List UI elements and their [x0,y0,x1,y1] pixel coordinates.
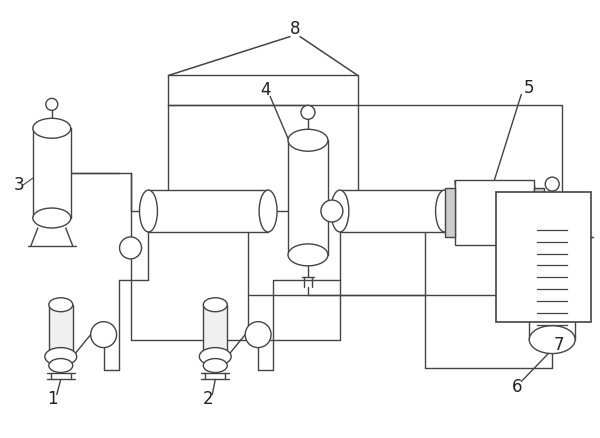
Ellipse shape [199,348,231,366]
Ellipse shape [288,129,328,151]
Ellipse shape [529,201,575,229]
Ellipse shape [259,190,277,232]
Bar [534,188,544,237]
Bar [455,180,534,245]
Ellipse shape [331,190,349,232]
Ellipse shape [49,350,73,364]
Bar [496,192,591,321]
Circle shape [46,99,58,110]
Circle shape [245,321,271,348]
Ellipse shape [288,244,328,266]
Ellipse shape [140,190,157,232]
Ellipse shape [33,118,71,138]
Bar [288,140,328,255]
Ellipse shape [529,326,575,353]
Bar [340,190,445,232]
Bar [33,128,71,218]
Text: 7: 7 [554,336,565,353]
Circle shape [119,237,142,259]
Text: 1: 1 [47,390,58,408]
Bar [445,188,455,237]
Ellipse shape [49,298,73,312]
Ellipse shape [203,350,227,364]
Ellipse shape [203,359,227,372]
Text: 8: 8 [290,20,300,38]
Circle shape [545,177,559,191]
Ellipse shape [49,359,73,372]
Ellipse shape [45,348,77,366]
Ellipse shape [203,298,227,312]
Circle shape [91,321,116,348]
Ellipse shape [33,208,71,228]
Circle shape [301,106,315,119]
Ellipse shape [436,190,454,232]
Circle shape [321,200,343,222]
Text: 2: 2 [203,390,214,408]
Bar [148,190,268,232]
Bar [49,305,73,357]
Ellipse shape [529,201,575,229]
Bar [529,215,575,339]
Bar [203,305,227,357]
Text: 3: 3 [14,176,24,194]
Text: 6: 6 [512,378,523,396]
Text: 4: 4 [260,81,271,99]
Text: 5: 5 [524,79,535,97]
